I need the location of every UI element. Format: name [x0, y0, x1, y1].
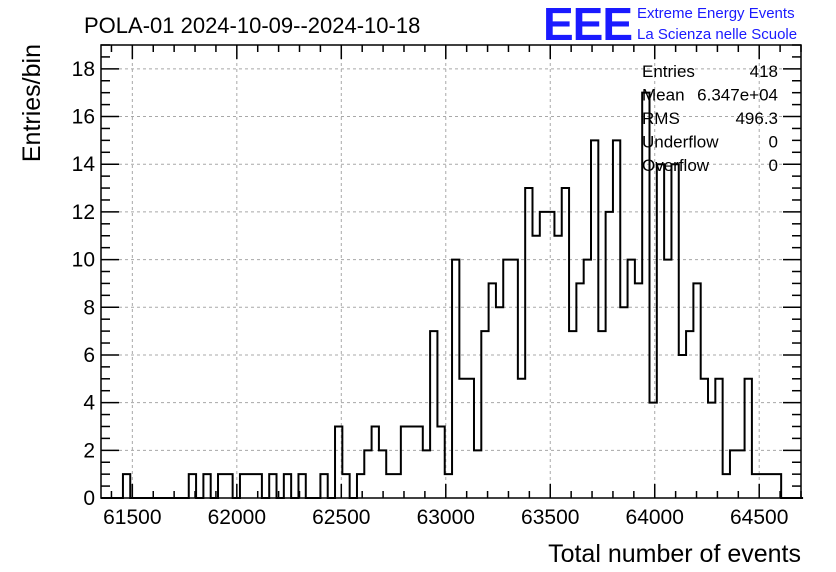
x-tick-label: 64500	[730, 506, 788, 529]
axis-tick-labels: 61500 62000 62500 63000 63500 64000 64500 0 2 4 6 8…	[72, 58, 789, 529]
x-tick-label: 62500	[312, 506, 370, 529]
y-tick-label: 4	[83, 392, 95, 415]
eee-logo: EEE Extreme Energy Events La Scienza nel…	[543, 0, 797, 50]
stats-value: 0	[769, 133, 778, 152]
x-tick-label: 61500	[103, 506, 161, 529]
histogram-series	[101, 91, 804, 499]
grid-lines	[101, 45, 801, 498]
eee-logo-line2: La Scienza nelle Scuole	[637, 26, 797, 43]
x-tick-label: 64000	[626, 506, 684, 529]
plot-frame	[100, 44, 802, 499]
stats-box: Entries 418 Mean 6.347e+04 RMS 496.3 Underflow…	[642, 62, 778, 175]
x-tick-label: 63500	[521, 506, 579, 529]
chart-title: POLA-01 2024-10-09--2024-10-18	[84, 13, 420, 38]
stats-value: 418	[750, 62, 778, 81]
y-tick-label: 0	[83, 487, 95, 510]
stats-label: Entries	[642, 62, 695, 81]
y-tick-label: 8	[83, 296, 95, 319]
stats-label: RMS	[642, 109, 680, 128]
stats-value: 6.347e+04	[697, 86, 778, 105]
stats-value: 496.3	[735, 109, 778, 128]
y-tick-label: 12	[72, 201, 95, 224]
y-tick-label: 10	[72, 249, 95, 272]
y-tick-label: 18	[72, 58, 95, 81]
x-axis-title: Total number of events	[548, 540, 801, 568]
x-tick-label: 62000	[208, 506, 266, 529]
stats-value: 0	[769, 156, 778, 175]
y-tick-label: 16	[72, 106, 95, 129]
y-tick-label: 2	[83, 439, 95, 462]
stats-label: Overflow	[642, 156, 710, 175]
y-tick-label: 14	[72, 153, 96, 176]
stats-label: Underflow	[642, 133, 719, 152]
eee-logo-text: EEE	[543, 0, 632, 50]
stats-label: Mean	[642, 86, 685, 105]
y-axis-title: Entries/bin	[18, 44, 46, 162]
y-tick-label: 6	[83, 344, 95, 367]
eee-logo-line1: Extreme Energy Events	[637, 5, 795, 22]
axis-ticks	[101, 44, 802, 499]
x-tick-label: 63000	[417, 506, 475, 529]
